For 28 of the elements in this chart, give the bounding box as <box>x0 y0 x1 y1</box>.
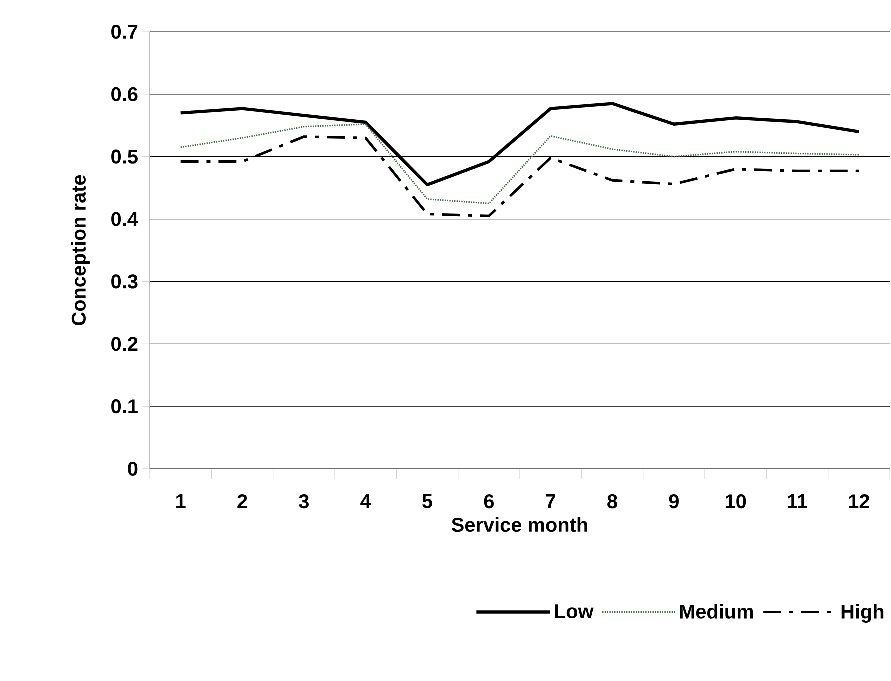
x-axis-title: Service month <box>452 517 588 532</box>
y-tick-label: 0.5 <box>112 150 138 164</box>
x-tick-label: 4 <box>360 494 372 508</box>
x-tick-label: 1 <box>176 494 186 508</box>
x-tick-label: 6 <box>484 494 494 509</box>
x-tick-label: 8 <box>608 494 618 509</box>
legend-label: Medium <box>680 604 754 619</box>
y-axis-title: Conception rate <box>71 175 90 326</box>
line-series <box>180 124 860 204</box>
y-tick-label: 0.2 <box>112 337 138 352</box>
y-tick-label: 0.6 <box>112 87 138 102</box>
y-tick-label: 0.4 <box>112 212 138 226</box>
legend-label: Low <box>555 604 594 619</box>
legend-label: High <box>842 604 884 623</box>
x-tick-label: 3 <box>299 494 309 509</box>
x-tick-label: 12 <box>849 494 870 508</box>
x-tick-label: 7 <box>546 494 556 508</box>
y-tick-label: 0 <box>128 462 138 476</box>
y-tick-label: 0.3 <box>112 274 138 289</box>
x-tick-label: 5 <box>422 494 432 508</box>
line-series <box>179 102 861 187</box>
x-tick-label: 9 <box>669 494 679 509</box>
y-tick-label: 0.7 <box>112 24 138 40</box>
x-tick-label: 11 <box>788 494 808 508</box>
y-tick-label: 0.1 <box>112 400 138 414</box>
x-tick-label: 10 <box>726 494 746 509</box>
x-tick-label: 2 <box>238 494 248 508</box>
line-series <box>180 136 860 218</box>
